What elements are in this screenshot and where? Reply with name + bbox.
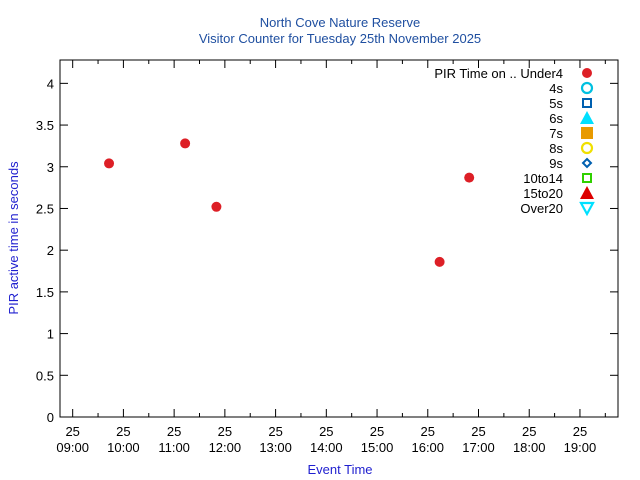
legend-series-name: Over20: [520, 201, 563, 216]
x-tick-date: 25: [268, 424, 282, 439]
legend-series-name: 4s: [549, 81, 563, 96]
data-point: [434, 256, 445, 267]
legend-entry-label: PIR Time on .. Under4: [434, 66, 563, 81]
legend-marker: [581, 127, 593, 139]
chart-subtitle: Visitor Counter for Tuesday 25th Novembe…: [199, 31, 481, 46]
x-tick-date: 25: [319, 424, 333, 439]
data-points: [104, 138, 475, 267]
x-tick-date: 25: [471, 424, 485, 439]
y-tick-label: 1.5: [36, 285, 54, 300]
y-axis-label: PIR active time in seconds: [6, 161, 21, 315]
x-tick-time: 16:00: [411, 440, 444, 455]
chart-title: North Cove Nature Reserve: [260, 15, 420, 30]
x-tick-date: 25: [218, 424, 232, 439]
legend-marker: [581, 157, 593, 169]
legend-series-name: 8s: [549, 141, 563, 156]
x-tick-time: 15:00: [361, 440, 394, 455]
y-axis: 0 0.5 1 1.5 2 2.5 3 3.5 4: [36, 76, 618, 425]
x-tick-time: 19:00: [564, 440, 597, 455]
y-tick-label: 0.5: [36, 368, 54, 383]
x-tick-date: 25: [370, 424, 384, 439]
y-tick-label: 0: [47, 410, 54, 425]
x-tick-time: 12:00: [209, 440, 242, 455]
y-tick-label: 2: [47, 243, 54, 258]
legend-series-name: 5s: [549, 96, 563, 111]
x-tick-time: 18:00: [513, 440, 546, 455]
y-tick-label: 1: [47, 327, 54, 342]
legend-series-name: 9s: [549, 156, 563, 171]
x-axis: 2509:002510:002511:002512:002513:002514:…: [56, 60, 606, 455]
legend-marker: [580, 111, 594, 124]
x-axis-label: Event Time: [307, 462, 372, 477]
plot-frame: [59, 59, 619, 418]
legend-marker: [582, 98, 592, 108]
legend-series-name: 10to14: [523, 171, 563, 186]
data-point: [180, 138, 191, 149]
legend-series-name: Under4: [520, 66, 563, 81]
x-tick-date: 25: [573, 424, 587, 439]
x-tick-date: 25: [116, 424, 130, 439]
x-tick-date: 25: [167, 424, 181, 439]
legend-series-name: 7s: [549, 126, 563, 141]
legend-marker: [580, 186, 594, 199]
legend-series-name: 6s: [549, 111, 563, 126]
y-tick-label: 3: [47, 160, 54, 175]
x-tick-date: 25: [522, 424, 536, 439]
legend-series-name: 15to20: [523, 186, 563, 201]
y-tick-label: 3.5: [36, 118, 54, 133]
y-tick-label: 2.5: [36, 201, 54, 216]
legend-marker: [582, 173, 592, 183]
legend: PIR Time on .. Under44s5s6s7s8s9s10to141…: [434, 66, 595, 217]
x-tick-time: 09:00: [56, 440, 89, 455]
legend-marker: [580, 141, 594, 155]
legend-marker: [580, 81, 594, 95]
x-tick-date: 25: [421, 424, 435, 439]
x-tick-time: 17:00: [462, 440, 495, 455]
data-point: [211, 201, 222, 212]
data-point: [464, 172, 475, 183]
x-tick-time: 10:00: [107, 440, 140, 455]
legend-marker: [579, 201, 595, 217]
x-tick-time: 13:00: [259, 440, 292, 455]
data-point: [104, 158, 115, 169]
x-tick-date: 25: [65, 424, 79, 439]
x-tick-time: 14:00: [310, 440, 343, 455]
y-tick-label: 4: [47, 76, 54, 91]
x-tick-time: 11:00: [158, 440, 190, 455]
legend-title: PIR Time on ..: [434, 66, 516, 81]
legend-marker: [582, 68, 592, 78]
